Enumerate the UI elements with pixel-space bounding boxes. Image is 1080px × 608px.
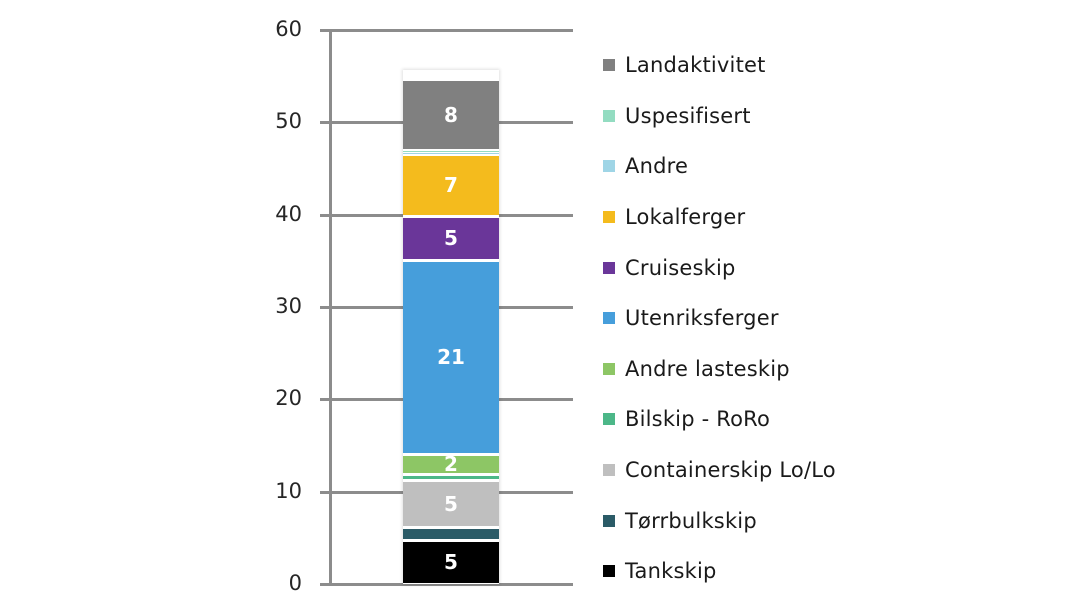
gridline (320, 29, 573, 32)
legend-label: Bilskip - RoRo (625, 407, 771, 432)
legend-item: Tørrbulkskip (603, 495, 836, 546)
y-tick-label: 10 (275, 478, 302, 503)
legend-label: Containerskip Lo/Lo (625, 458, 836, 483)
legend-item: Containerskip Lo/Lo (603, 445, 836, 496)
data-label: 5 (444, 550, 458, 575)
legend-swatch-icon (603, 261, 615, 274)
legend-item: Lokalferger (603, 192, 836, 243)
data-label: 7 (444, 173, 458, 198)
bar-segment-lokalferger: 7 (403, 153, 499, 216)
legend-swatch-icon (603, 413, 615, 426)
bar-segment-bilskip-roro (403, 474, 499, 480)
bar-segment-andre (403, 151, 499, 154)
legend-item: Landaktivitet (603, 40, 836, 91)
legend-label: Uspesifisert (625, 103, 751, 128)
y-tick-label: 40 (275, 201, 302, 226)
y-tick-label: 50 (275, 109, 302, 134)
legend-item: Uspesifisert (603, 91, 836, 142)
data-label: 5 (444, 226, 458, 251)
legend-item: Tankskip (603, 546, 836, 597)
legend-label: Landaktivitet (625, 53, 766, 78)
bar-segment-utenriksferger: 21 (403, 259, 499, 454)
data-label: 2 (444, 452, 458, 477)
legend-item: Bilskip - RoRo (603, 394, 836, 445)
bar-segment-containerskip-lo-lo: 5 (403, 479, 499, 527)
bar-segment-cruiseskip: 5 (403, 215, 499, 260)
y-axis-line (329, 29, 332, 585)
legend-label: Lokalferger (625, 205, 746, 230)
bar-segment-tankskip: 5 (403, 539, 499, 584)
legend-swatch-icon (603, 59, 615, 72)
bar-segment-andre-lasteskip: 2 (403, 452, 499, 477)
data-label: 21 (437, 345, 465, 370)
legend-label: Andre lasteskip (625, 356, 790, 381)
legend-label: Utenriksferger (625, 306, 779, 331)
legend-item: Cruiseskip (603, 242, 836, 293)
legend-swatch-icon (603, 565, 615, 578)
legend-label: Cruiseskip (625, 255, 736, 280)
legend-swatch-icon (603, 211, 615, 224)
legend-swatch-icon (603, 109, 615, 122)
gridline (320, 583, 573, 586)
legend-label: Tørrbulkskip (625, 508, 757, 533)
legend-swatch-icon (603, 160, 615, 173)
bar-segment-t-rrbulkskip (403, 526, 499, 540)
legend-swatch-icon (603, 362, 615, 375)
y-tick-label: 30 (275, 294, 302, 318)
data-label: 8 (444, 102, 458, 127)
data-label: 5 (444, 491, 458, 516)
bar-segment-landaktivitet: 8 (403, 78, 499, 151)
y-tick-label: 0 (288, 571, 302, 595)
legend-label: Tankskip (625, 559, 717, 584)
legend-label: Andre (625, 154, 689, 179)
y-tick-label: 60 (275, 17, 302, 41)
legend-swatch-icon (603, 312, 615, 325)
legend-swatch-icon (603, 514, 615, 527)
bar-segment-uspesifisert (403, 150, 499, 153)
legend-item: Andre lasteskip (603, 344, 836, 395)
legend-item: Andre (603, 141, 836, 192)
legend-swatch-icon (603, 464, 615, 477)
legend: Landaktivitet Uspesifisert Andre Lokalferge… (603, 40, 836, 597)
legend-item: Utenriksferger (603, 293, 836, 344)
y-tick-label: 20 (275, 386, 302, 411)
